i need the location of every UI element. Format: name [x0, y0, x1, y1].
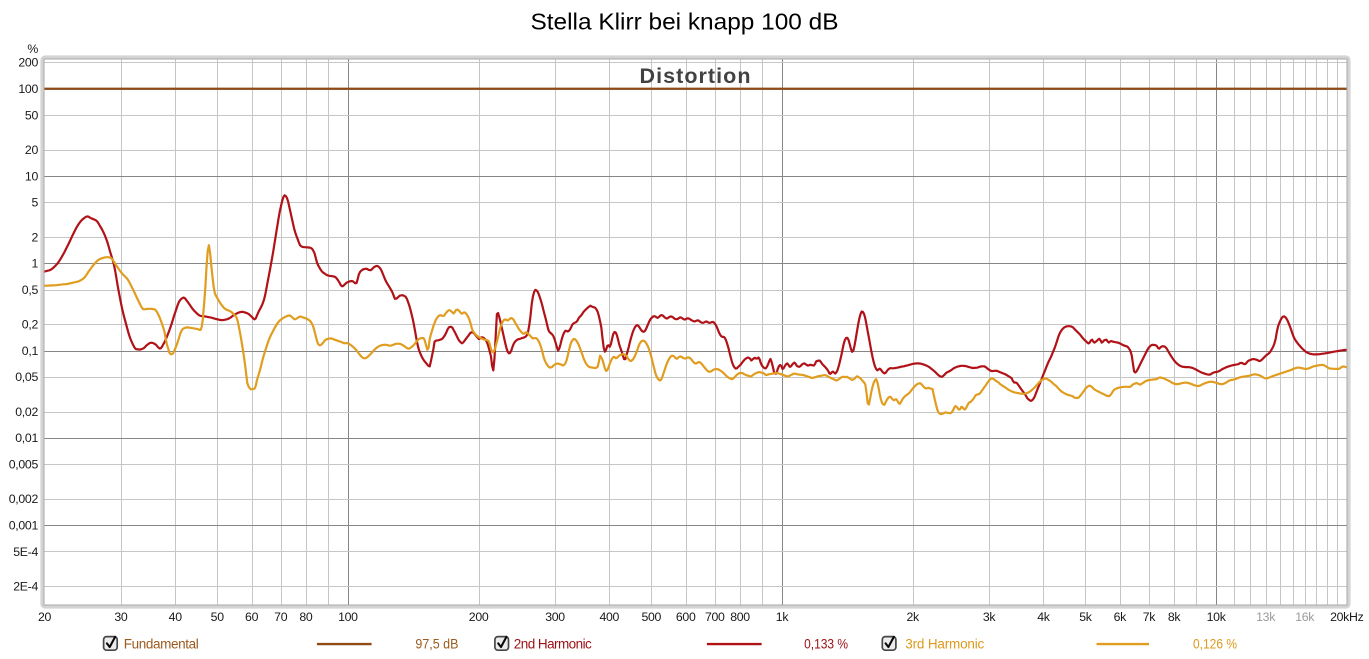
- svg-text:80: 80: [299, 610, 313, 624]
- svg-text:16k: 16k: [1295, 610, 1315, 624]
- svg-text:5k: 5k: [1079, 610, 1093, 624]
- svg-text:20kHz: 20kHz: [1330, 610, 1364, 624]
- svg-text:70: 70: [274, 610, 288, 624]
- svg-text:3k: 3k: [983, 610, 997, 624]
- svg-text:800: 800: [730, 610, 750, 624]
- svg-text:13k: 13k: [1256, 610, 1276, 624]
- svg-text:300: 300: [545, 610, 565, 624]
- svg-text:4k: 4k: [1037, 610, 1051, 624]
- svg-text:2: 2: [31, 230, 38, 244]
- svg-text:Stella Klirr bei knapp 100 dB: Stella Klirr bei knapp 100 dB: [531, 9, 839, 35]
- svg-text:400: 400: [599, 610, 619, 624]
- svg-text:50: 50: [25, 108, 39, 122]
- svg-text:0,01: 0,01: [15, 431, 38, 445]
- svg-text:%: %: [27, 42, 38, 56]
- svg-text:Distortion: Distortion: [640, 64, 751, 88]
- svg-text:60: 60: [245, 610, 259, 624]
- svg-text:0,1: 0,1: [22, 344, 39, 358]
- svg-text:0,5: 0,5: [22, 283, 39, 297]
- svg-text:500: 500: [641, 610, 661, 624]
- svg-text:100: 100: [338, 610, 358, 624]
- svg-text:200: 200: [469, 610, 489, 624]
- svg-text:200: 200: [18, 56, 38, 70]
- svg-text:5E-4: 5E-4: [13, 545, 38, 559]
- svg-text:40: 40: [169, 610, 183, 624]
- svg-text:3rd Harmonic: 3rd Harmonic: [905, 636, 984, 651]
- svg-text:8k: 8k: [1168, 610, 1182, 624]
- svg-text:1: 1: [31, 257, 38, 271]
- svg-text:10: 10: [25, 169, 39, 183]
- svg-text:1k: 1k: [776, 610, 790, 624]
- svg-text:0,2: 0,2: [22, 318, 39, 332]
- svg-text:2nd Harmonic: 2nd Harmonic: [514, 636, 592, 651]
- svg-text:0,133 %: 0,133 %: [804, 636, 848, 651]
- svg-text:0,02: 0,02: [15, 405, 38, 419]
- svg-text:0,005: 0,005: [9, 458, 39, 472]
- svg-text:20: 20: [38, 610, 52, 624]
- svg-text:97,5 dB: 97,5 dB: [415, 636, 458, 651]
- svg-text:2E-4: 2E-4: [13, 580, 38, 594]
- svg-text:30: 30: [114, 610, 128, 624]
- svg-text:0,002: 0,002: [9, 492, 39, 506]
- svg-text:0,05: 0,05: [15, 370, 38, 384]
- svg-text:7k: 7k: [1143, 610, 1157, 624]
- svg-text:100: 100: [18, 82, 38, 96]
- svg-text:5: 5: [31, 196, 38, 210]
- svg-text:Fundamental: Fundamental: [124, 636, 199, 651]
- svg-text:50: 50: [211, 610, 225, 624]
- svg-text:700: 700: [705, 610, 725, 624]
- svg-text:0,126 %: 0,126 %: [1193, 636, 1237, 651]
- svg-text:2k: 2k: [907, 610, 921, 624]
- svg-text:6k: 6k: [1114, 610, 1128, 624]
- svg-text:600: 600: [676, 610, 696, 624]
- svg-text:10k: 10k: [1207, 610, 1227, 624]
- svg-text:0,001: 0,001: [9, 519, 39, 533]
- svg-text:20: 20: [25, 143, 39, 157]
